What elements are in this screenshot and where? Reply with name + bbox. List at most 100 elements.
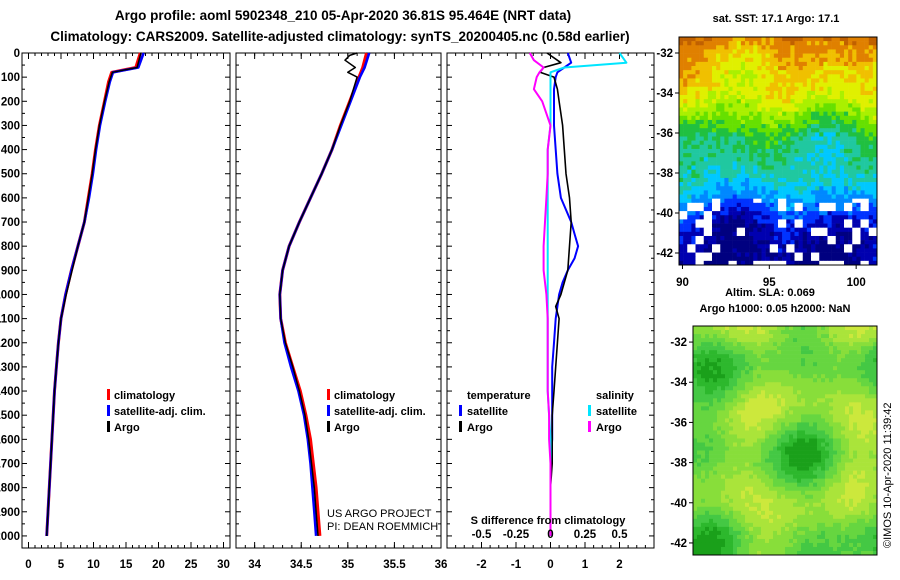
- sst-cell: [679, 219, 684, 224]
- sst-cell: [720, 86, 725, 92]
- sst-cell: [757, 256, 762, 262]
- sst-cell: [798, 260, 804, 266]
- sla-cell: [777, 342, 782, 347]
- sst-cell: [757, 57, 762, 63]
- sst-cell: [765, 107, 771, 112]
- sst-cell: [712, 57, 717, 63]
- sst-cell: [720, 194, 725, 199]
- sst-cell: [745, 173, 750, 179]
- sst-cell: [831, 206, 837, 212]
- sla-cell: [709, 390, 714, 395]
- sla-cell: [809, 398, 814, 403]
- sla-cell: [697, 438, 702, 443]
- sst-cell: [773, 161, 779, 166]
- sst-cell: [732, 86, 738, 92]
- sst-cell: [839, 107, 845, 112]
- sla-cell: [849, 426, 854, 431]
- sst-cell: [868, 41, 874, 46]
- sst-cell: [773, 66, 779, 71]
- sla-cell: [717, 410, 722, 415]
- sla-cell: [761, 374, 766, 379]
- sst-cell: [724, 219, 729, 224]
- sla-cell: [809, 410, 814, 415]
- sst-cell: [819, 227, 824, 233]
- sst-cell: [798, 148, 804, 154]
- sla-cell: [713, 370, 718, 375]
- sst-cell: [872, 74, 878, 79]
- sla-cell: [809, 438, 814, 443]
- sla-cell: [825, 378, 830, 383]
- sst-cell: [872, 90, 878, 96]
- sla-cell: [725, 350, 730, 355]
- sla-cell: [797, 454, 802, 459]
- sla-cell: [785, 334, 790, 339]
- sst-cell: [790, 119, 795, 125]
- sst-cell: [749, 219, 754, 224]
- sla-cell: [849, 434, 854, 439]
- sst-cell: [769, 161, 775, 166]
- sla-cell: [765, 430, 770, 435]
- sst-cell: [683, 136, 688, 141]
- sla-cell: [837, 350, 842, 355]
- sla-cell: [825, 458, 830, 463]
- sla-cell: [705, 358, 710, 363]
- sst-cell: [860, 227, 865, 233]
- sla-cell: [753, 434, 758, 439]
- sst-cell: [699, 103, 705, 108]
- sst-cell: [753, 198, 758, 204]
- sst-cell: [852, 74, 857, 79]
- sst-cell: [740, 103, 746, 108]
- sst-cell: [724, 136, 729, 141]
- sla-cell: [813, 370, 818, 375]
- sla-cell: [837, 354, 842, 359]
- sst-cell: [691, 190, 696, 195]
- sst-cell: [749, 115, 754, 121]
- sst-cell: [860, 177, 865, 183]
- sst-cell: [811, 165, 816, 170]
- sst-cell: [724, 182, 729, 187]
- sst-cell: [769, 74, 775, 79]
- sla-cell: [809, 462, 814, 467]
- sst-cell: [703, 157, 709, 162]
- sla-cell: [757, 478, 762, 483]
- sst-cell: [831, 256, 837, 262]
- sla-cell: [709, 350, 714, 355]
- sst-cell: [823, 153, 828, 158]
- sst-cell: [864, 70, 870, 75]
- sst-cell: [778, 161, 783, 166]
- sla-cell: [841, 374, 846, 379]
- sla-cell: [777, 370, 782, 375]
- sst-cell: [679, 223, 684, 228]
- sla-cell: [753, 462, 758, 467]
- sla-cell: [773, 330, 778, 335]
- sst-cell: [699, 194, 705, 199]
- sla-cell: [713, 354, 718, 359]
- sla-cell: [873, 418, 878, 423]
- sst-cell: [740, 99, 746, 104]
- sst-cell: [761, 173, 766, 179]
- sla-cell: [813, 474, 818, 479]
- sst-cell: [683, 49, 688, 54]
- sst-cell: [679, 132, 684, 137]
- sst-cell: [691, 148, 696, 154]
- sst-cell: [687, 248, 692, 253]
- sst-cell: [683, 186, 688, 191]
- sla-cell: [697, 446, 702, 451]
- sst-cell: [691, 119, 696, 125]
- sla-cell: [693, 402, 698, 407]
- sst-cell: [868, 132, 874, 137]
- sst-cell: [699, 182, 705, 187]
- sst-cell: [823, 206, 828, 212]
- sst-cell: [691, 95, 696, 100]
- sst-cell: [753, 211, 758, 216]
- sst-cell: [769, 227, 775, 233]
- sst-cell: [860, 206, 865, 212]
- sst-cell: [839, 103, 845, 108]
- sla-cell: [781, 342, 786, 347]
- sla-cell: [793, 330, 798, 335]
- sst-cell: [707, 37, 713, 42]
- sst-cell: [757, 177, 762, 183]
- sst-cell: [683, 248, 688, 253]
- sst-cell: [848, 45, 853, 50]
- sst-cell: [687, 173, 692, 179]
